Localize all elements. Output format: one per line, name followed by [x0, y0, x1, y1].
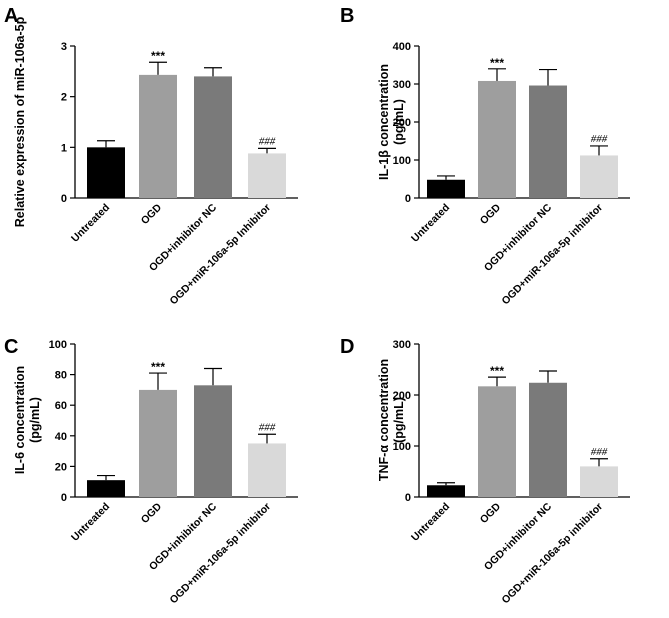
panel-c: C 0 20 40 60 80 100 IL-6 concentration(pg/mL) Un…: [4, 336, 298, 606]
y-axis-label: IL-6 concentration(pg/mL): [13, 366, 42, 474]
y-tick-label: 1: [61, 142, 67, 154]
y-tick-label: 200: [393, 117, 411, 129]
bar: [248, 153, 286, 198]
y-tick-label: 0: [61, 492, 67, 504]
y-tick-label: 300: [393, 339, 411, 351]
y-tick-label: 100: [393, 155, 411, 167]
bar: [529, 382, 567, 497]
panel-letter: A: [4, 5, 18, 27]
significance-star: ***: [151, 49, 165, 63]
y-tick-label: 0: [405, 193, 411, 205]
x-category-label: OGD+miR-106a-5p inhibitor: [167, 501, 273, 607]
bar: [194, 385, 232, 497]
y-tick-label: 80: [55, 370, 67, 382]
significance-star: ***: [151, 360, 165, 374]
x-category-label: Untreated: [409, 501, 452, 544]
x-category-label: OGD+miR-106a-5p inhibitor: [499, 501, 605, 607]
bar: [139, 389, 177, 497]
bar: [194, 76, 232, 198]
bar: [427, 179, 465, 198]
significance-star: ***: [490, 364, 504, 378]
y-tick-label: 60: [55, 400, 67, 412]
x-category-label: Untreated: [409, 202, 452, 245]
y-tick-label: 0: [405, 492, 411, 504]
y-axis-label-line: IL-1β concentration: [377, 64, 391, 180]
x-category-label: OGD+miR-106a-5p Inhibitor: [167, 202, 273, 308]
significance-star: ***: [490, 56, 504, 70]
x-category-label: OGD: [478, 500, 504, 526]
y-tick-label: 2: [61, 92, 67, 104]
significance-hash: ###: [591, 446, 608, 458]
x-category-label: OGD: [139, 500, 165, 526]
bar: [580, 155, 618, 198]
panel-a: A 0 1 2 3 Relative expression of miR-106a-5p U…: [4, 5, 298, 307]
y-tick-label: 40: [55, 431, 67, 443]
panel-letter: C: [4, 336, 18, 358]
y-tick-label: 0: [61, 193, 67, 205]
y-tick-label: 400: [393, 41, 411, 53]
y-tick-label: 100: [49, 339, 67, 351]
y-axis-label: IL-1β concentration(pg/mL): [377, 64, 406, 180]
panel-letter: D: [340, 336, 354, 358]
y-axis-label-line: IL-6 concentration: [13, 366, 27, 474]
bar: [139, 74, 177, 198]
y-tick-label: 200: [393, 390, 411, 402]
y-tick-label: 100: [393, 441, 411, 453]
x-category-label: OGD: [478, 201, 504, 227]
y-axis-label-line: (pg/mL): [392, 99, 406, 145]
y-axis-label-line: (pg/mL): [392, 397, 406, 443]
bar: [478, 80, 516, 198]
y-axis-label: TNF-α concentration(pg/mL): [377, 359, 406, 481]
y-axis-label-line: (pg/mL): [28, 397, 42, 443]
bar: [529, 85, 567, 198]
x-category-label: Untreated: [69, 202, 112, 245]
panel-letter: B: [340, 5, 354, 27]
y-tick-label: 20: [55, 461, 67, 473]
x-category-label: Untreated: [69, 501, 112, 544]
bar: [478, 386, 516, 497]
x-category-label: OGD+miR-106a-5p inhibitor: [499, 202, 605, 308]
y-axis-label-line: TNF-α concentration: [377, 359, 391, 481]
bar: [248, 443, 286, 497]
x-category-label: OGD: [139, 201, 165, 227]
bar: [427, 485, 465, 497]
bar: [87, 480, 125, 497]
y-tick-label: 3: [61, 41, 67, 53]
y-axis-label: Relative expression of miR-106a-5p: [13, 16, 27, 227]
bar: [580, 466, 618, 497]
bar: [87, 147, 125, 198]
significance-hash: ###: [259, 421, 276, 433]
significance-hash: ###: [259, 135, 276, 147]
significance-hash: ###: [591, 133, 608, 145]
y-tick-label: 300: [393, 79, 411, 91]
